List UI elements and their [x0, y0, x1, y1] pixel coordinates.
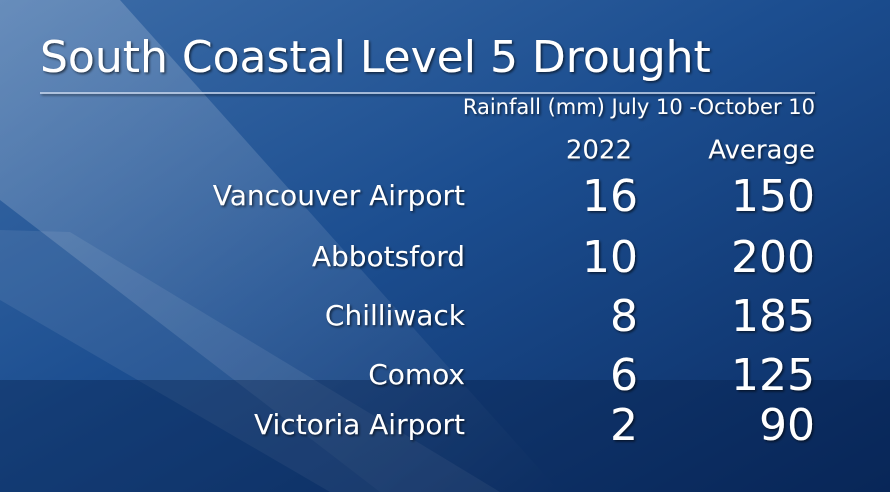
row-label: Abbotsford [312, 240, 465, 273]
cell-value: 150 [731, 171, 815, 222]
background-streak [0, 230, 500, 492]
cell-value: 90 [759, 400, 815, 451]
column-header: Average [708, 136, 815, 166]
row-label: Chilliwack [325, 299, 466, 332]
cell-value: 125 [731, 350, 815, 401]
column-header: 2022 [566, 136, 632, 166]
subtitle: Rainfall (mm) July 10 -October 10 [463, 95, 815, 119]
title: South Coastal Level 5 Drought [40, 32, 711, 83]
cell-value: 16 [582, 171, 638, 222]
background-shade [0, 380, 890, 492]
cell-value: 10 [582, 232, 638, 283]
cell-value: 185 [731, 291, 815, 342]
cell-value: 6 [610, 350, 638, 401]
cell-value: 2 [610, 400, 638, 451]
row-label: Vancouver Airport [213, 179, 465, 212]
row-label: Comox [368, 358, 465, 391]
content: South Coastal Level 5 Drought Rainfall (… [40, 32, 815, 451]
cell-value: 200 [731, 232, 815, 283]
cell-value: 8 [610, 291, 638, 342]
background-streak [0, 0, 560, 492]
row-label: Victoria Airport [254, 408, 465, 441]
